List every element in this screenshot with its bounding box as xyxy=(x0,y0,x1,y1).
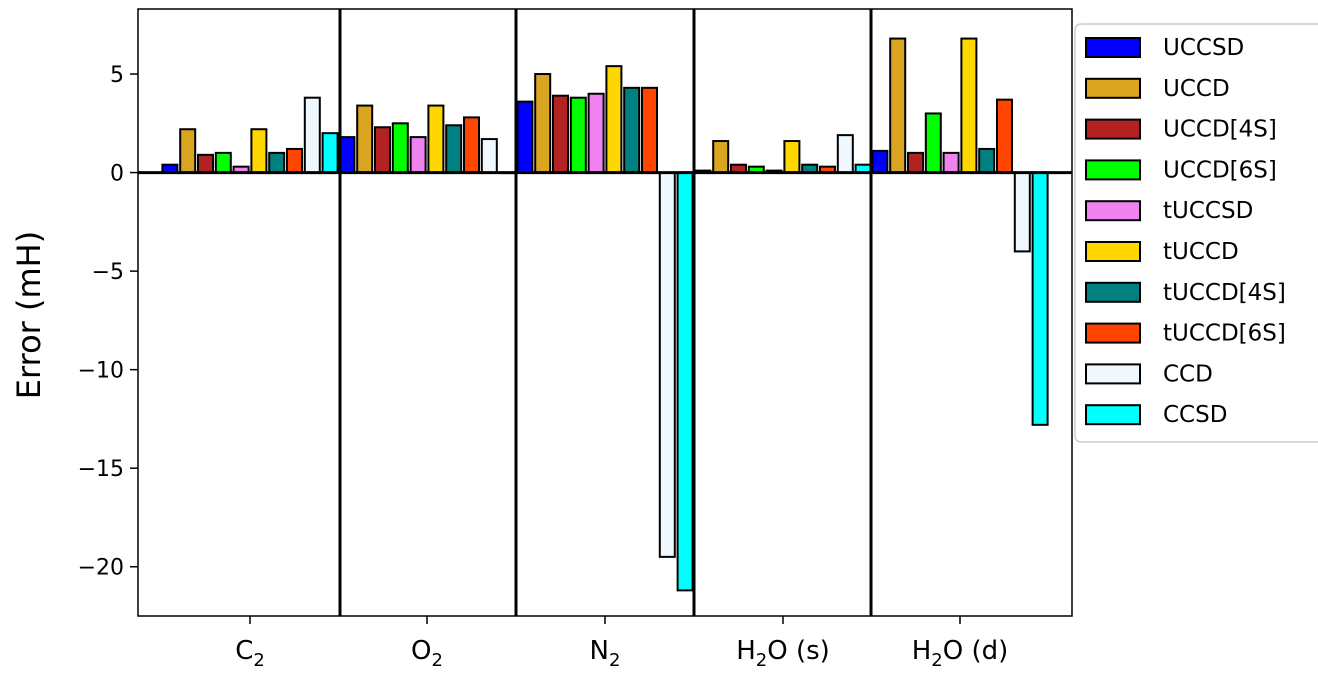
x-tick-label: C2 xyxy=(235,636,265,669)
bars-group xyxy=(161,37,1049,592)
bar-uccd-4s-cat-5 xyxy=(907,151,924,174)
bar-ccd-cat-3 xyxy=(658,171,676,558)
bar-ccd-cat-4 xyxy=(836,134,854,174)
x-tick-label: N2 xyxy=(590,636,621,669)
legend-swatch-tuccd-4s xyxy=(1085,281,1141,303)
y-axis-label: Error (mH) xyxy=(10,231,48,399)
bar-uccd-cat-1 xyxy=(179,128,197,174)
bar-uccd-cat-5 xyxy=(889,37,907,174)
bar-tuccd-6s-cat-5 xyxy=(996,98,1013,174)
category-separators xyxy=(338,9,873,616)
legend-label-uccd-4s: UCCD[4S] xyxy=(1163,117,1277,143)
bar-uccd-cat-2 xyxy=(356,104,374,174)
legend-swatch-uccsd xyxy=(1085,37,1141,58)
bar-uccd-4s-cat-2 xyxy=(374,126,391,174)
bar-uccd-cat-4 xyxy=(712,140,730,174)
bar-tuccsd-cat-2 xyxy=(409,136,427,174)
legend-swatch-ccsd xyxy=(1085,404,1141,426)
bar-ccsd-cat-1 xyxy=(321,132,339,174)
bar-tuccd-cat-2 xyxy=(427,104,445,174)
bar-tuccsd-cat-3 xyxy=(587,92,605,174)
bar-ccsd-cat-3 xyxy=(676,171,694,592)
x-tick-label: H2O (d) xyxy=(912,636,1009,669)
y-tick-label: 0 xyxy=(110,162,124,187)
bar-ccd-cat-2 xyxy=(480,138,498,174)
legend-label-uccd: UCCD xyxy=(1163,76,1230,102)
legend-swatch-tuccd xyxy=(1085,241,1141,262)
legend-label-ccd: CCD xyxy=(1163,361,1213,387)
y-tick-label: −10 xyxy=(78,359,124,384)
bar-uccd-6s-cat-3 xyxy=(569,96,587,174)
bar-uccd-4s-cat-3 xyxy=(552,94,569,174)
legend: UCCSD UCCD UCCD[4S] UCCD[6S] tUCCSD tUCCD tUCC… xyxy=(1074,23,1318,443)
bar-uccd-6s-cat-1 xyxy=(214,151,232,174)
bar-tuccd-cat-5 xyxy=(960,37,978,174)
y-tick-label: −5 xyxy=(92,260,124,285)
axes-group: 5 0 −5 −10 −15 −20 C2 O2 N2 H2O (s) H2O (d) xyxy=(78,8,1073,671)
bar-ccd-cat-1 xyxy=(303,96,321,174)
bar-tuccd-6s-cat-3 xyxy=(641,86,658,174)
legend-swatch-tuccsd xyxy=(1085,200,1141,222)
y-tick-label: 5 xyxy=(110,63,124,88)
bar-uccd-4s-cat-1 xyxy=(197,153,214,174)
legend-label-tuccd-6s: tUCCD[6S] xyxy=(1163,321,1286,347)
bar-tuccd-cat-3 xyxy=(605,65,623,174)
bar-tuccd-cat-1 xyxy=(250,128,268,174)
bar-tuccd-4s-cat-3 xyxy=(623,86,641,174)
bar-tuccd-6s-cat-1 xyxy=(286,147,303,174)
y-tick-label: −15 xyxy=(78,457,124,482)
legend-label-tuccsd: tUCCSD xyxy=(1163,198,1253,224)
legend-swatch-uccd-4s xyxy=(1085,118,1141,140)
bar-uccsd-cat-3 xyxy=(516,100,534,174)
bar-uccd-cat-3 xyxy=(534,73,552,174)
bar-uccsd-cat-5 xyxy=(871,149,889,174)
legend-label-tuccd: tUCCD xyxy=(1163,239,1239,265)
plot-frame xyxy=(137,8,1073,617)
legend-label-ccsd: CCSD xyxy=(1163,402,1227,428)
x-tick-label: H2O (s) xyxy=(736,636,830,669)
bar-ccsd-cat-5 xyxy=(1031,171,1049,426)
bar-tuccd-6s-cat-2 xyxy=(463,116,480,174)
bar-tuccd-cat-4 xyxy=(783,140,801,174)
legend-label-uccd-6s: UCCD[6S] xyxy=(1163,157,1277,183)
legend-swatch-ccd xyxy=(1085,363,1141,385)
bar-ccd-cat-5 xyxy=(1013,171,1031,253)
bar-tuccd-4s-cat-5 xyxy=(978,147,996,174)
bar-uccsd-cat-2 xyxy=(338,136,356,174)
y-tick-label: −20 xyxy=(78,556,124,581)
x-tick-label: O2 xyxy=(411,636,443,669)
bar-uccd-6s-cat-2 xyxy=(391,122,409,174)
legend-label-uccsd: UCCSD xyxy=(1163,35,1244,61)
legend-swatch-uccd-6s xyxy=(1085,159,1141,181)
legend-swatch-tuccd-6s xyxy=(1085,322,1141,344)
bar-tuccd-4s-cat-2 xyxy=(445,124,463,174)
legend-label-tuccd-4s: tUCCD[4S] xyxy=(1163,280,1286,306)
bar-tuccd-4s-cat-1 xyxy=(268,151,286,174)
bar-tuccsd-cat-5 xyxy=(942,151,960,174)
legend-swatch-uccd xyxy=(1085,77,1141,99)
bar-uccd-6s-cat-5 xyxy=(924,112,942,174)
